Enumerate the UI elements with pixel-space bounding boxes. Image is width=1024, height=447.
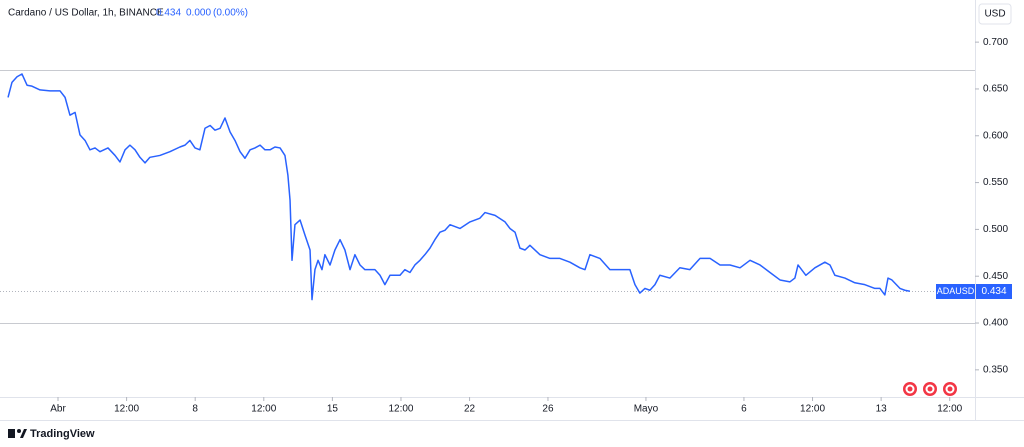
x-tick-label: 6 (741, 404, 747, 415)
last-price: 0.434 (156, 8, 181, 19)
chart-title: Cardano / US Dollar, 1h, BINANCE (8, 8, 164, 19)
currency[interactable]: USD (984, 9, 1005, 20)
price-change: 0.000 (186, 8, 211, 19)
y-tick-label: 0.350 (983, 364, 1008, 375)
brand-logo (8, 429, 27, 438)
x-tick-label: 13 (876, 404, 888, 415)
x-tick-label: Mayo (634, 404, 659, 415)
price-label-bg (976, 284, 1012, 299)
price-line-series (7, 73, 911, 301)
y-tick-label: 0.700 (983, 37, 1008, 48)
x-tick-label: 12:00 (937, 404, 962, 415)
symbol-label-bg (936, 284, 975, 299)
x-tick-label: 12:00 (800, 404, 825, 415)
x-tick-label: 15 (327, 404, 339, 415)
symbol-label: ADAUSD (937, 286, 975, 296)
price-change-percent: (0.00%) (213, 8, 248, 19)
y-tick-label: 0.500 (983, 224, 1008, 235)
x-tick-label: Abr (50, 404, 66, 415)
y-tick-label: 0.400 (983, 318, 1008, 329)
currency-box[interactable] (978, 3, 1012, 25)
brand: TradingView (30, 428, 95, 440)
flag-icons (903, 382, 957, 396)
x-tick-label: 12:00 (114, 404, 139, 415)
y-tick-label: 0.550 (983, 177, 1008, 188)
y-tick-label: 0.450 (983, 271, 1008, 282)
x-tick-label: 12:00 (388, 404, 413, 415)
x-tick-label: 12:00 (251, 404, 276, 415)
price-label: 0.434 (981, 286, 1006, 297)
x-tick-label: 26 (542, 404, 554, 415)
x-tick-label: 8 (192, 404, 198, 415)
y-tick-label: 0.600 (983, 130, 1008, 141)
y-tick-label: 0.650 (983, 84, 1008, 95)
x-tick-label: 22 (464, 404, 476, 415)
